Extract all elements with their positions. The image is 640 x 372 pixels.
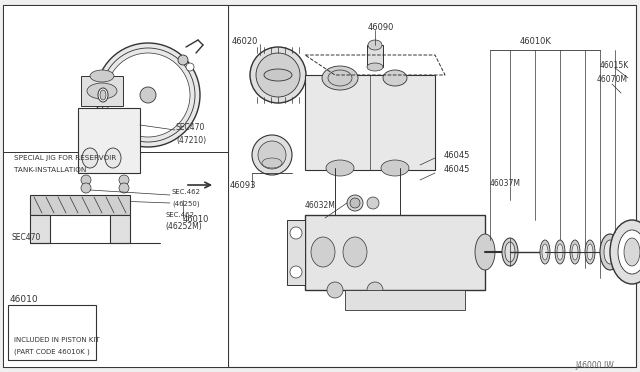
Ellipse shape: [570, 240, 580, 264]
Ellipse shape: [343, 237, 367, 267]
Ellipse shape: [624, 238, 640, 266]
Text: 46045: 46045: [444, 151, 470, 160]
Text: J46000 IW: J46000 IW: [575, 360, 614, 369]
Ellipse shape: [587, 244, 593, 260]
Text: (PART CODE 46010K ): (PART CODE 46010K ): [14, 349, 90, 355]
Ellipse shape: [540, 240, 550, 264]
Ellipse shape: [600, 234, 620, 270]
Ellipse shape: [502, 238, 518, 266]
Ellipse shape: [585, 240, 595, 264]
Ellipse shape: [505, 242, 515, 262]
Text: SEC470: SEC470: [176, 124, 205, 132]
Ellipse shape: [610, 220, 640, 284]
Circle shape: [186, 63, 194, 71]
Text: 46037M: 46037M: [490, 179, 521, 187]
Ellipse shape: [542, 244, 548, 260]
Circle shape: [327, 282, 343, 298]
Text: SEC.462: SEC.462: [172, 189, 201, 195]
Ellipse shape: [256, 53, 300, 97]
Ellipse shape: [368, 40, 382, 50]
Ellipse shape: [82, 148, 98, 168]
Bar: [30, 195, 130, 215]
Ellipse shape: [618, 230, 640, 274]
Text: 46090: 46090: [368, 23, 394, 32]
Ellipse shape: [98, 88, 108, 102]
Ellipse shape: [347, 195, 363, 211]
Text: INCLUDED IN PISTON KIT: INCLUDED IN PISTON KIT: [14, 337, 100, 343]
Bar: [81, 76, 123, 106]
Text: 46020: 46020: [232, 38, 259, 46]
Text: TANK-INSTALLATION: TANK-INSTALLATION: [14, 167, 86, 173]
Ellipse shape: [572, 244, 578, 260]
Bar: [367, 45, 383, 67]
Circle shape: [106, 53, 190, 137]
Ellipse shape: [258, 141, 286, 169]
Text: 46045: 46045: [444, 166, 470, 174]
Ellipse shape: [555, 240, 565, 264]
Ellipse shape: [383, 70, 407, 86]
Circle shape: [290, 266, 302, 278]
Text: SEC470: SEC470: [12, 234, 42, 243]
Text: SPECIAL JIG FOR RESERVOIR: SPECIAL JIG FOR RESERVOIR: [14, 155, 116, 161]
Text: 46010: 46010: [10, 295, 38, 305]
Circle shape: [119, 175, 129, 185]
Circle shape: [96, 43, 200, 147]
Ellipse shape: [475, 234, 495, 270]
Ellipse shape: [328, 70, 352, 86]
Bar: [30, 215, 50, 243]
Ellipse shape: [87, 83, 117, 99]
Text: 46070M: 46070M: [597, 76, 628, 84]
Bar: [3, 152, 228, 367]
Ellipse shape: [100, 90, 106, 100]
Ellipse shape: [367, 63, 383, 71]
Ellipse shape: [350, 198, 360, 208]
Ellipse shape: [326, 160, 354, 176]
Bar: [3, 5, 228, 367]
Ellipse shape: [604, 240, 616, 264]
Ellipse shape: [381, 160, 409, 176]
Ellipse shape: [90, 70, 114, 82]
Text: 46010: 46010: [183, 215, 209, 224]
Ellipse shape: [252, 135, 292, 175]
Text: (46252M): (46252M): [165, 222, 202, 231]
Circle shape: [112, 121, 124, 133]
Text: SEC.462: SEC.462: [165, 212, 194, 218]
Bar: [228, 5, 636, 367]
Bar: [78, 108, 140, 173]
Circle shape: [119, 183, 129, 193]
Bar: [287, 220, 305, 285]
Text: 46010K: 46010K: [520, 38, 552, 46]
Bar: [110, 215, 130, 243]
Ellipse shape: [311, 237, 335, 267]
Circle shape: [81, 183, 91, 193]
Circle shape: [290, 227, 302, 239]
Bar: [305, 75, 435, 170]
Text: 46015K: 46015K: [600, 61, 629, 70]
Text: (46250): (46250): [172, 201, 200, 207]
Bar: [345, 290, 465, 310]
Bar: [3, 5, 228, 152]
Bar: [305, 215, 485, 290]
Ellipse shape: [250, 47, 306, 103]
Ellipse shape: [367, 197, 379, 209]
Ellipse shape: [262, 158, 282, 168]
Circle shape: [101, 48, 195, 142]
Ellipse shape: [264, 69, 292, 81]
Text: 46093: 46093: [230, 180, 257, 189]
Ellipse shape: [557, 244, 563, 260]
Text: (47210): (47210): [176, 135, 206, 144]
Circle shape: [367, 282, 383, 298]
Ellipse shape: [322, 66, 358, 90]
Bar: [8, 305, 96, 360]
Text: 46032M: 46032M: [305, 201, 336, 209]
Circle shape: [140, 87, 156, 103]
Circle shape: [81, 175, 91, 185]
Ellipse shape: [105, 148, 121, 168]
Circle shape: [178, 55, 188, 65]
